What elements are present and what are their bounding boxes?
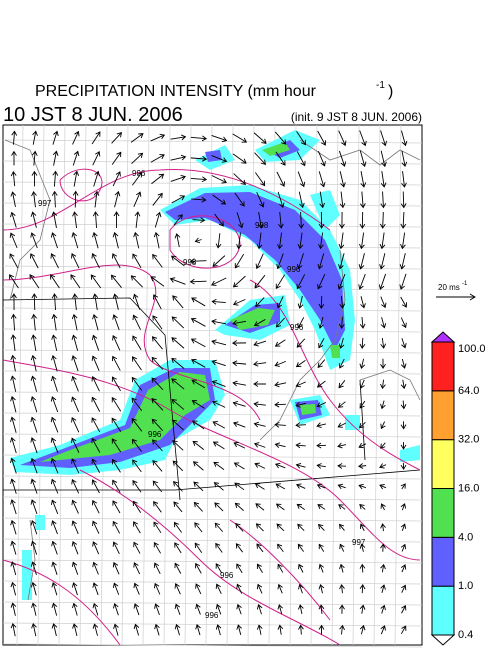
arrow-shaft xyxy=(403,192,404,208)
isobar-label: 996 xyxy=(287,265,301,274)
colorbar-segment xyxy=(432,537,454,586)
colorbar-segment xyxy=(432,586,454,635)
title-exponent: -1 xyxy=(376,80,385,91)
colorbar-top xyxy=(432,332,454,342)
colorbar-label: 4.0 xyxy=(458,531,473,543)
colorbar-label: 1.0 xyxy=(458,580,473,592)
colorbar: 0.4 1.0 4.0 16.0 32.0 64.0 100.0 xyxy=(432,332,486,645)
title: PRECIPITATION INTENSITY (mm hour xyxy=(35,83,317,100)
colorbar-label: 16.0 xyxy=(458,483,479,495)
isobar-label: 996 xyxy=(220,571,234,580)
colorbar-segment xyxy=(432,489,454,538)
colorbar-label: 32.0 xyxy=(458,434,479,446)
isobar-label: 996 xyxy=(132,169,146,178)
colorbar-label: 64.0 xyxy=(458,385,479,397)
isobar-label: 998 xyxy=(183,258,197,267)
arrow-shaft xyxy=(275,404,286,405)
colorbar-label: 0.4 xyxy=(458,629,473,641)
colorbar-bottom xyxy=(432,635,454,645)
colorbar-segment xyxy=(432,391,454,440)
colorbar-label: 100.0 xyxy=(458,343,486,355)
arrow-shaft xyxy=(383,212,384,228)
map: 996 997 998 998 996 996 996 997 996 996 xyxy=(3,125,422,647)
isobar-label: 996 xyxy=(290,323,304,332)
isobar-label: 996 xyxy=(148,430,162,439)
reference-arrow-label: 20 ms xyxy=(438,283,460,292)
isobar-label: 996 xyxy=(205,611,219,620)
isobar-label: 998 xyxy=(255,221,269,230)
isobar-label: 997 xyxy=(38,199,52,208)
arrow-shaft xyxy=(34,294,35,310)
arrow-shaft xyxy=(321,296,322,308)
valid-time: 10 JST 8 JUN. 2006 xyxy=(3,104,183,126)
reference-arrow-exponent: -1 xyxy=(462,281,468,287)
colorbar-segment xyxy=(432,342,454,391)
reference-arrow xyxy=(436,294,475,300)
init-time: (init. 9 JST 8 JUN. 2006) xyxy=(291,110,422,124)
isobar-label: 997 xyxy=(352,538,366,547)
colorbar-segment xyxy=(432,440,454,489)
title-close: ) xyxy=(388,83,393,100)
